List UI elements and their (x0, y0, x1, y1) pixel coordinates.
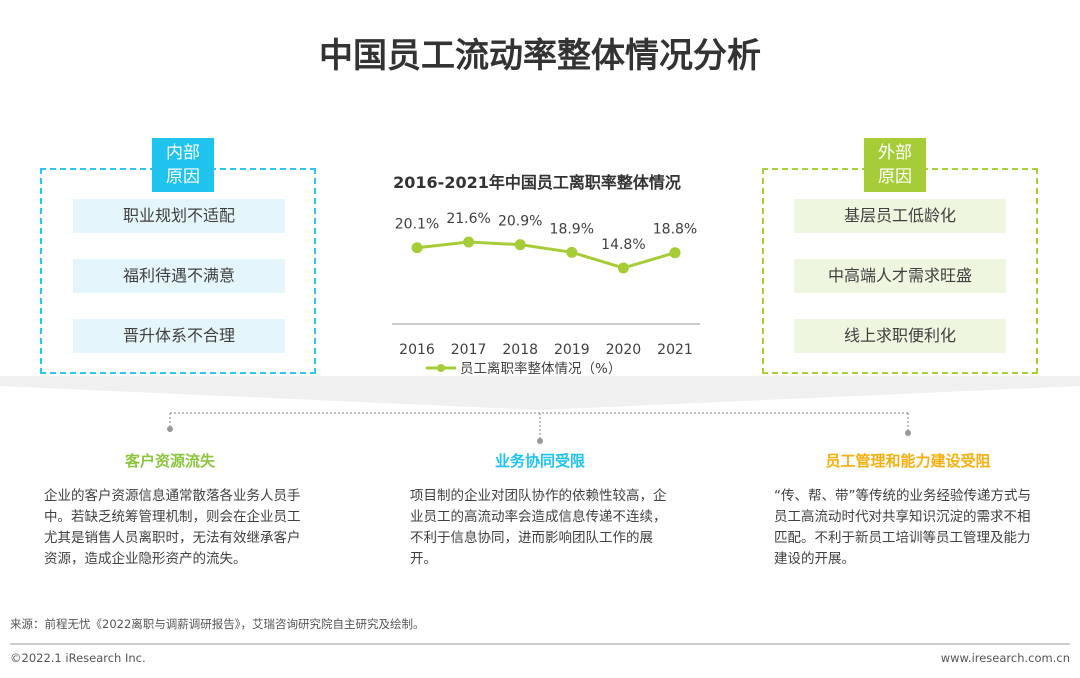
tag-line: 内部 (166, 143, 200, 163)
internal-reason-item: 晋升体系不合理 (73, 319, 285, 353)
divider (10, 643, 1070, 645)
impact-heading-collaboration: 业务协同受限 (494, 452, 585, 470)
tag-line: 原因 (878, 167, 912, 187)
data-label: 14.8% (601, 237, 645, 253)
tag-line: 原因 (166, 167, 200, 187)
external-reason-item: 基层员工低龄化 (794, 199, 1006, 233)
website-url: www.iresearch.com.cn (940, 651, 1070, 665)
data-point (566, 246, 578, 258)
impact-text-collaboration: 项目制的企业对团队协作的依赖性较高，企业员工的高流动率会造成信息传递不连续，不利… (410, 488, 667, 567)
data-point (411, 242, 423, 254)
chart-title: 2016-2021年中国员工离职率整体情况 (393, 173, 681, 192)
impact-heading-customer: 客户资源流失 (124, 452, 215, 470)
x-tick-label: 2016 (399, 342, 435, 358)
data-point (463, 236, 475, 248)
internal-reason-item: 职业规划不适配 (73, 199, 285, 233)
tag-line: 外部 (878, 143, 912, 163)
external-reason-item: 线上求职便利化 (794, 319, 1006, 353)
data-point (669, 247, 681, 259)
connector-dot (167, 426, 173, 432)
copyright: ©2022.1 iResearch Inc. (10, 651, 146, 665)
data-point (617, 262, 629, 274)
data-label: 21.6% (446, 211, 490, 227)
page-title: 中国员工流动率整体情况分析 (319, 36, 761, 76)
connector-dot (537, 438, 543, 444)
data-label: 18.8% (653, 222, 697, 238)
external-reasons-tag: 外部 原因 (864, 138, 926, 192)
external-reason-item: 中高端人才需求旺盛 (794, 259, 1006, 293)
impact-text-management: “传、帮、带”等传统的业务经验传递方式与员工高流动时代对共享知识沉淀的需求不相匹… (774, 488, 1031, 567)
x-tick-label: 2017 (451, 342, 487, 358)
connector-dot (905, 430, 911, 436)
series-line (416, 240, 676, 270)
data-point (514, 239, 526, 251)
impact-text-customer: 企业的客户资源信息通常散落各业务人员手中。若缺乏统筹管理机制，则会在企业员工尤其… (44, 488, 301, 567)
legend-marker (437, 364, 445, 372)
x-tick-label: 2021 (657, 342, 693, 358)
source-note: 来源：前程无忧《2022离职与调薪调研报告》，艾瑞咨询研究院自主研究及绘制。 (10, 617, 425, 631)
funnel-shape (0, 376, 1080, 410)
data-label: 20.1% (395, 217, 439, 233)
connector-lines (169, 412, 909, 440)
internal-reasons-tag: 内部 原因 (152, 138, 214, 192)
internal-reason-item: 福利待遇不满意 (73, 259, 285, 293)
legend-label: 员工离职率整体情况（%） (460, 360, 621, 377)
data-label: 18.9% (550, 221, 594, 237)
x-tick-label: 2018 (502, 342, 538, 358)
x-tick-label: 2020 (606, 342, 642, 358)
impact-heading-management: 员工管理和能力建设受阻 (825, 452, 991, 470)
x-tick-label: 2019 (554, 342, 590, 358)
data-label: 20.9% (498, 214, 542, 230)
